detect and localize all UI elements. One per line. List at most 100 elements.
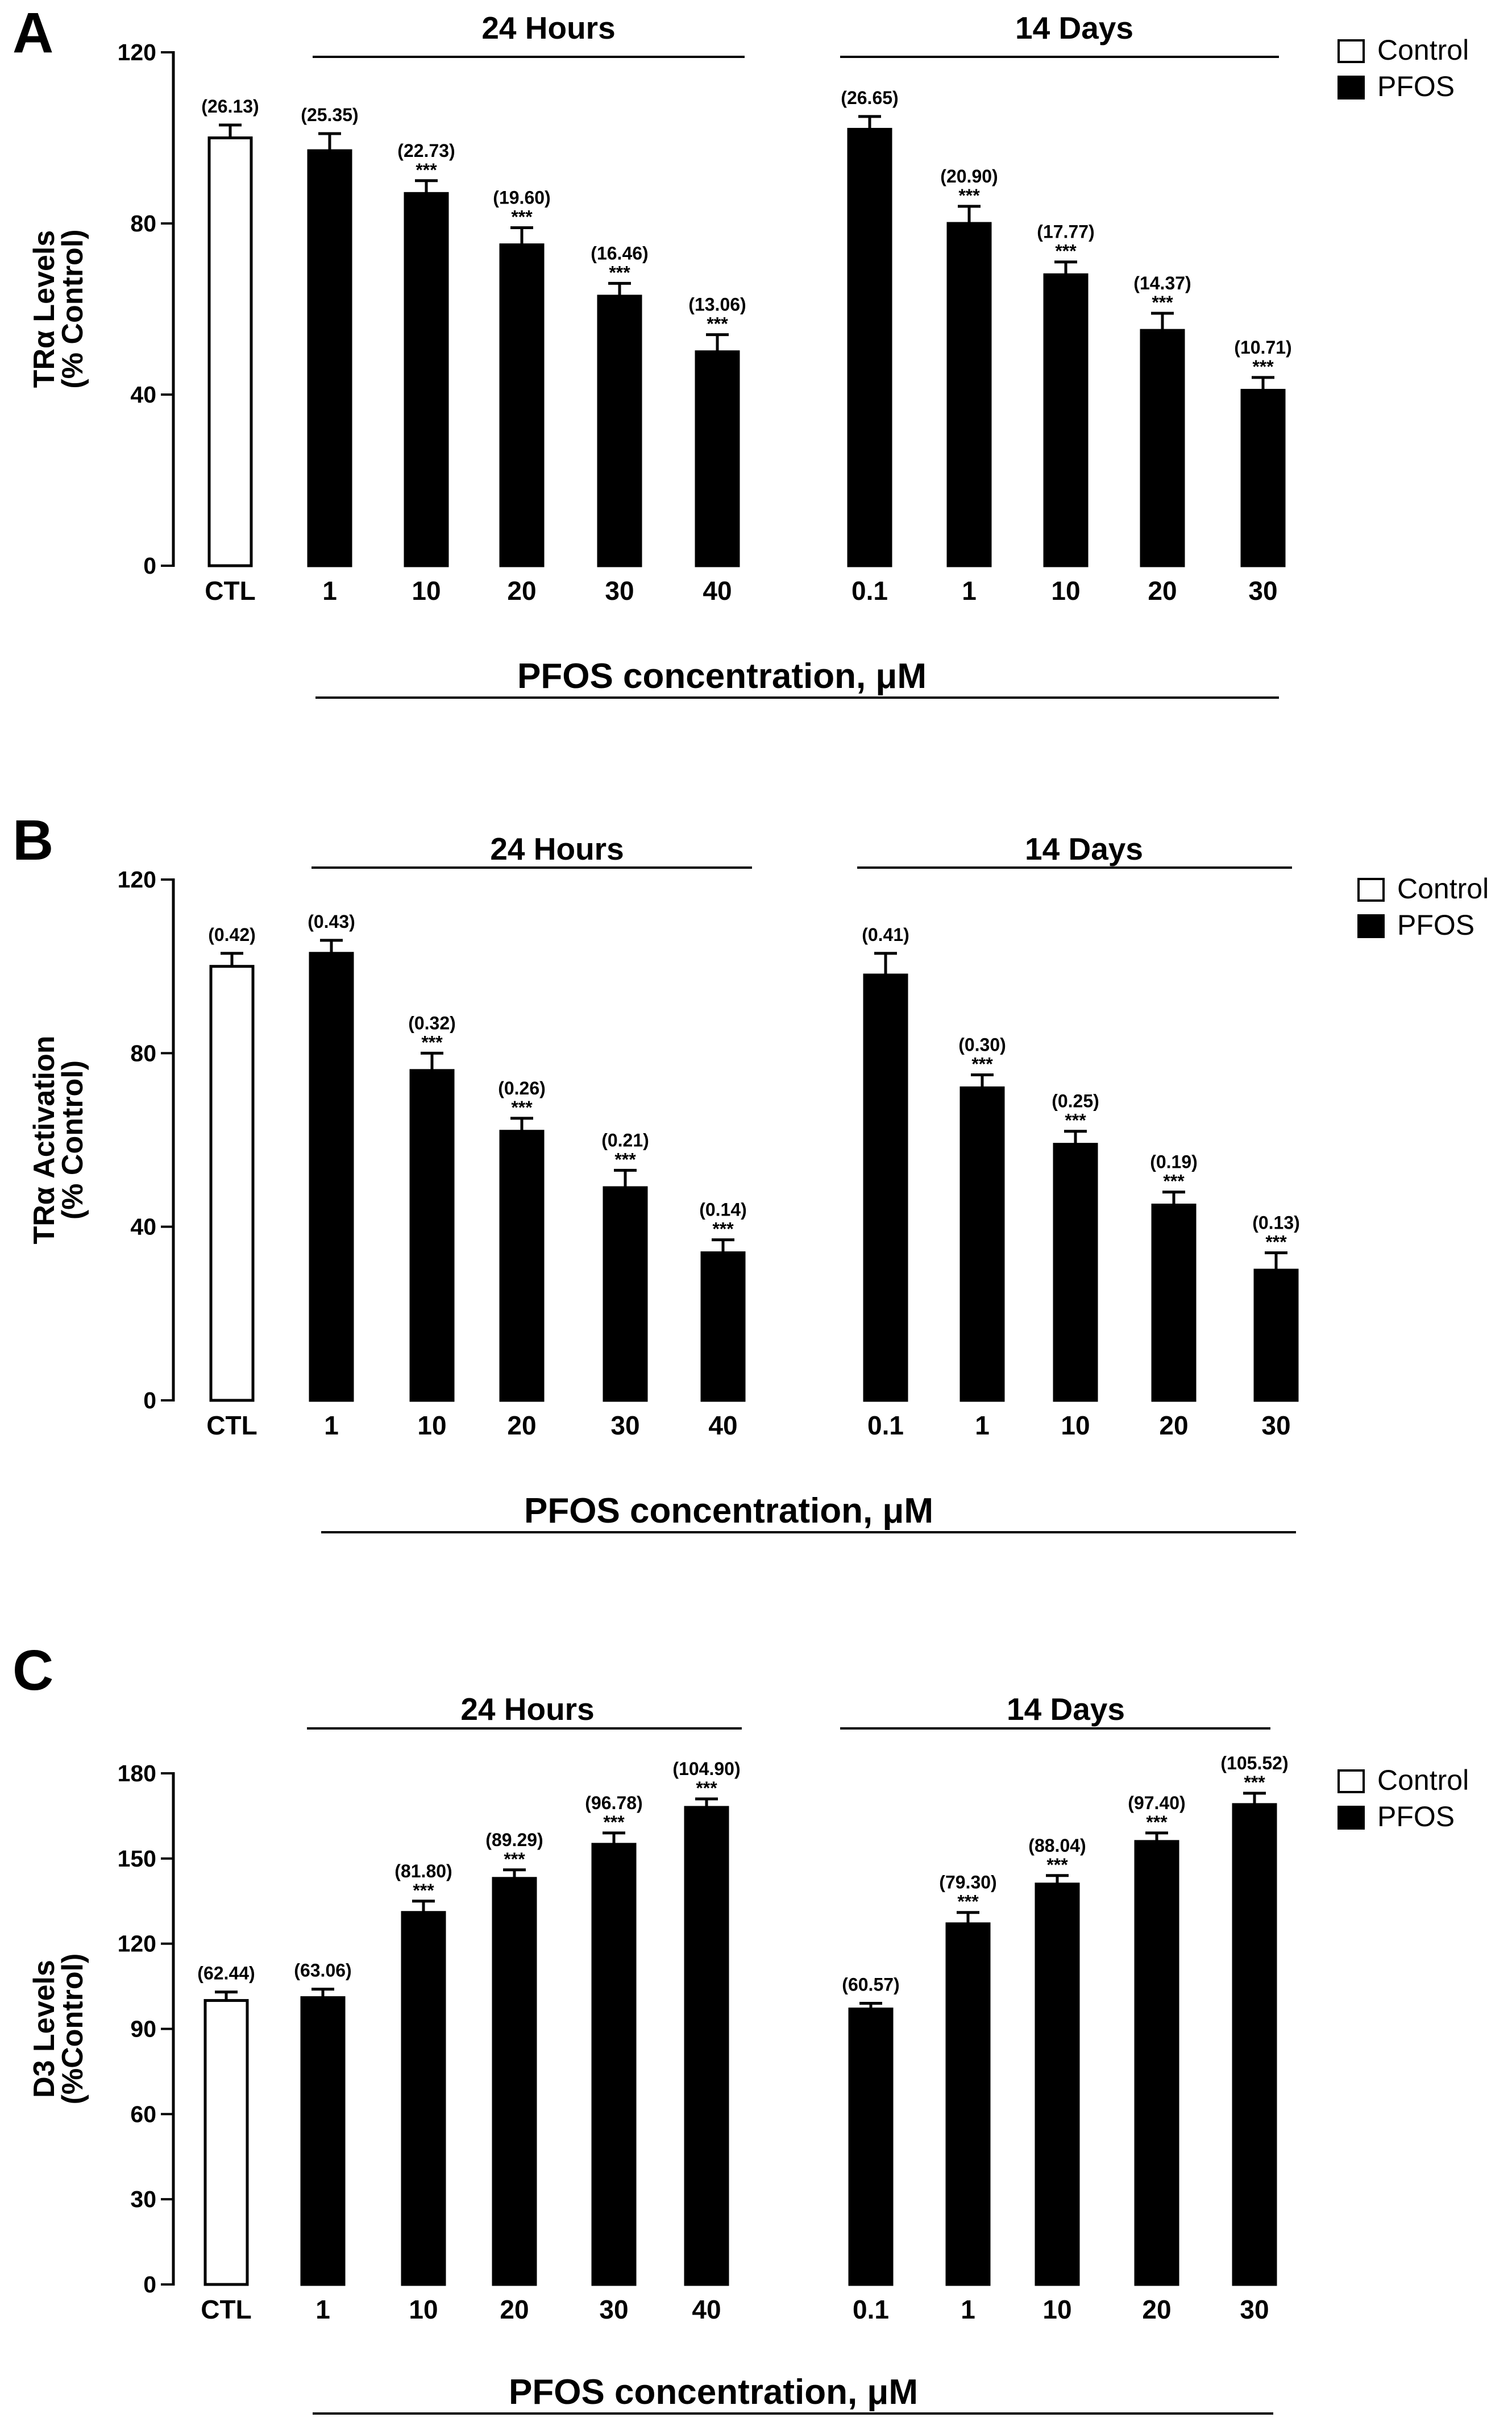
significance-marker: *** [511,207,533,227]
value-label: (0.25) [1052,1091,1099,1112]
value-label: (62.44) [197,1963,255,1984]
value-label: (20.90) [940,166,998,186]
value-label: (22.73) [397,140,455,161]
significance-marker: *** [1146,1812,1168,1832]
value-label: (60.57) [842,1975,899,1995]
value-label: (0.21) [601,1130,649,1150]
y-tick-label: 60 [130,2101,156,2127]
y-axis-label: D3 Levels [28,1960,61,2098]
y-axis-label: TRα Levels [28,230,61,388]
legend-label-control: Control [1397,873,1489,905]
bar-pfos [863,973,908,1402]
bar-pfos [597,295,642,567]
bar-pfos [409,1069,455,1402]
x-tick-label: 40 [703,576,732,606]
panel-letter: A [13,1,53,65]
significance-marker: *** [958,185,980,206]
value-label: (0.19) [1150,1152,1198,1172]
y-axis-label-unit: (% Control) [56,1060,89,1220]
bar-pfos [946,222,992,567]
value-label: (79.30) [939,1872,996,1893]
significance-marker: *** [421,1032,443,1052]
y-tick-label: 80 [130,1040,156,1066]
legend-swatch-control [1337,39,1365,63]
value-label: (0.13) [1252,1212,1300,1233]
value-label: (14.37) [1133,273,1191,293]
x-tick-label: 10 [417,1411,446,1440]
significance-marker: *** [609,262,630,283]
legend: Control PFOS [1337,1764,1469,1832]
x-tick-label: 20 [1148,576,1177,606]
significance-marker: *** [696,1778,717,1798]
value-label: (0.32) [408,1013,456,1033]
group-title: 24 Hours [460,1691,594,1727]
value-label: (25.35) [301,105,358,125]
significance-marker: *** [1065,1110,1086,1131]
y-axis-label-unit: (%Control) [56,1954,89,2105]
bar-pfos [695,350,740,567]
bar-pfos [309,952,354,1402]
x-tick-label: 40 [692,2295,721,2324]
group-title: 24 Hours [481,10,615,45]
significance-marker: *** [504,1849,525,1869]
x-tick-label: 1 [324,1411,339,1440]
significance-marker: *** [1046,1855,1068,1875]
bar-pfos [300,1996,346,2286]
legend-label-control: Control [1377,34,1469,66]
y-axis-label-unit: (% Control) [56,229,89,388]
x-tick-label: 20 [1159,1411,1188,1440]
x-tick-label: 20 [1142,2295,1171,2324]
bar-pfos [1035,1882,1080,2286]
value-label: (0.43) [308,911,355,932]
value-label: (96.78) [585,1793,642,1813]
significance-marker: *** [413,1880,434,1901]
significance-marker: *** [1244,1772,1265,1793]
y-tick-label: 90 [130,2016,156,2042]
value-label: (0.41) [862,924,909,945]
legend-swatch-pfos [1357,914,1385,938]
value-label: (17.77) [1037,222,1094,242]
significance-marker: *** [1055,241,1077,262]
x-tick-label: 10 [1051,576,1080,606]
x-tick-label: 10 [412,576,441,606]
bar-pfos [1232,1803,1277,2286]
y-tick-label: 180 [118,1760,156,1786]
x-tick-label: 20 [500,2295,529,2324]
value-label: (26.13) [201,96,259,117]
group-title: 14 Days [1015,10,1133,45]
bar-pfos [959,1086,1005,1402]
bar-control [209,965,255,1402]
bar-pfos [1253,1268,1299,1402]
value-label: (0.30) [958,1035,1006,1055]
group-title: 24 Hours [490,831,624,866]
bar-pfos [847,127,892,567]
bar-control [207,136,253,567]
x-tick-label: 10 [1042,2295,1071,2324]
bar-pfos [684,1806,729,2286]
x-tick-label: 40 [708,1411,737,1440]
bar-control [203,1999,249,2286]
significance-marker: *** [614,1149,636,1170]
x-tick-label: 20 [507,1411,536,1440]
y-tick-label: 30 [130,2186,156,2212]
y-tick-label: 80 [130,210,156,237]
value-label: (88.04) [1028,1835,1086,1856]
bar-pfos [1053,1143,1098,1402]
y-tick-label: 0 [143,553,156,579]
group-title: 14 Days [1025,831,1143,866]
x-tick-label: 0.1 [851,576,888,606]
value-label: (16.46) [591,243,648,263]
x-tick-label: CTL [205,576,255,606]
significance-marker: *** [1252,356,1274,377]
legend-label-pfos: PFOS [1377,71,1455,102]
bar-pfos [401,1911,446,2286]
significance-marker: *** [712,1219,734,1239]
value-label: (26.65) [841,88,898,108]
significance-marker: *** [416,160,437,180]
legend: Control PFOS [1357,873,1489,941]
significance-marker: *** [511,1097,533,1118]
bar-pfos [1043,273,1089,567]
